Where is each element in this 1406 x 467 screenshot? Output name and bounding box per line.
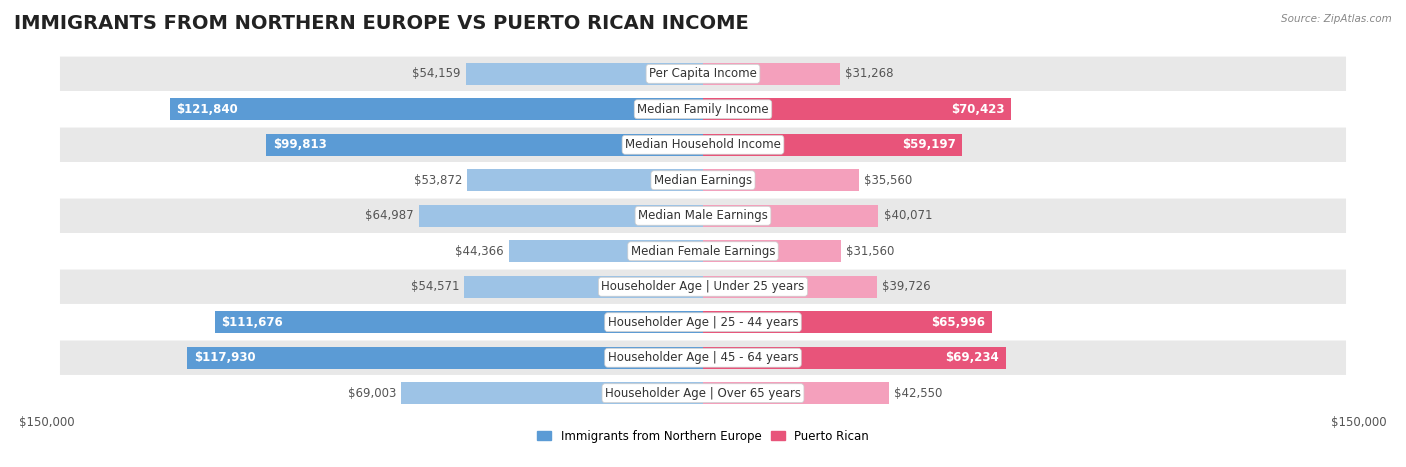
Text: Source: ZipAtlas.com: Source: ZipAtlas.com <box>1281 14 1392 24</box>
Text: Median Earnings: Median Earnings <box>654 174 752 187</box>
FancyBboxPatch shape <box>60 198 1346 233</box>
Text: Householder Age | 25 - 44 years: Householder Age | 25 - 44 years <box>607 316 799 329</box>
Text: $99,813: $99,813 <box>273 138 326 151</box>
Bar <box>703 240 841 262</box>
Text: $69,234: $69,234 <box>945 351 1000 364</box>
Text: $117,930: $117,930 <box>194 351 256 364</box>
Text: $111,676: $111,676 <box>221 316 283 329</box>
FancyBboxPatch shape <box>60 127 1346 162</box>
Bar <box>703 169 859 191</box>
FancyBboxPatch shape <box>60 340 1346 375</box>
Bar <box>187 347 703 369</box>
Bar <box>703 98 1011 120</box>
Text: Per Capita Income: Per Capita Income <box>650 67 756 80</box>
Text: Median Household Income: Median Household Income <box>626 138 780 151</box>
Bar <box>170 98 703 120</box>
FancyBboxPatch shape <box>60 163 1346 198</box>
Text: Median Male Earnings: Median Male Earnings <box>638 209 768 222</box>
Bar <box>419 205 703 227</box>
Bar <box>467 169 703 191</box>
Text: $40,071: $40,071 <box>883 209 932 222</box>
Legend: Immigrants from Northern Europe, Puerto Rican: Immigrants from Northern Europe, Puerto … <box>533 425 873 448</box>
Bar <box>467 63 703 85</box>
Text: $31,560: $31,560 <box>846 245 894 258</box>
Text: $44,366: $44,366 <box>456 245 503 258</box>
FancyBboxPatch shape <box>60 269 1346 304</box>
Bar <box>509 240 703 262</box>
Text: $53,872: $53,872 <box>413 174 463 187</box>
Bar <box>401 382 703 404</box>
Text: Median Female Earnings: Median Female Earnings <box>631 245 775 258</box>
Text: Householder Age | Under 25 years: Householder Age | Under 25 years <box>602 280 804 293</box>
Bar <box>703 63 839 85</box>
Bar <box>703 205 879 227</box>
Text: $64,987: $64,987 <box>366 209 413 222</box>
FancyBboxPatch shape <box>60 305 1346 340</box>
Text: $59,197: $59,197 <box>901 138 956 151</box>
FancyBboxPatch shape <box>60 92 1346 127</box>
Bar <box>703 347 1005 369</box>
Text: $39,726: $39,726 <box>882 280 931 293</box>
Text: $42,550: $42,550 <box>894 387 943 400</box>
FancyBboxPatch shape <box>60 57 1346 91</box>
Text: $69,003: $69,003 <box>347 387 396 400</box>
Text: $54,571: $54,571 <box>411 280 458 293</box>
Text: Householder Age | Over 65 years: Householder Age | Over 65 years <box>605 387 801 400</box>
Bar <box>215 311 703 333</box>
Bar <box>266 134 703 156</box>
Bar <box>703 134 962 156</box>
Text: $121,840: $121,840 <box>177 103 239 116</box>
Text: $65,996: $65,996 <box>931 316 986 329</box>
Text: $54,159: $54,159 <box>412 67 461 80</box>
Bar <box>703 276 877 298</box>
Bar <box>464 276 703 298</box>
Text: $31,268: $31,268 <box>845 67 894 80</box>
FancyBboxPatch shape <box>60 234 1346 269</box>
Text: Median Family Income: Median Family Income <box>637 103 769 116</box>
Bar <box>703 382 889 404</box>
Text: $70,423: $70,423 <box>950 103 1004 116</box>
Text: Householder Age | 45 - 64 years: Householder Age | 45 - 64 years <box>607 351 799 364</box>
FancyBboxPatch shape <box>60 376 1346 410</box>
Bar <box>703 311 991 333</box>
Text: IMMIGRANTS FROM NORTHERN EUROPE VS PUERTO RICAN INCOME: IMMIGRANTS FROM NORTHERN EUROPE VS PUERT… <box>14 14 749 33</box>
Text: $35,560: $35,560 <box>863 174 912 187</box>
